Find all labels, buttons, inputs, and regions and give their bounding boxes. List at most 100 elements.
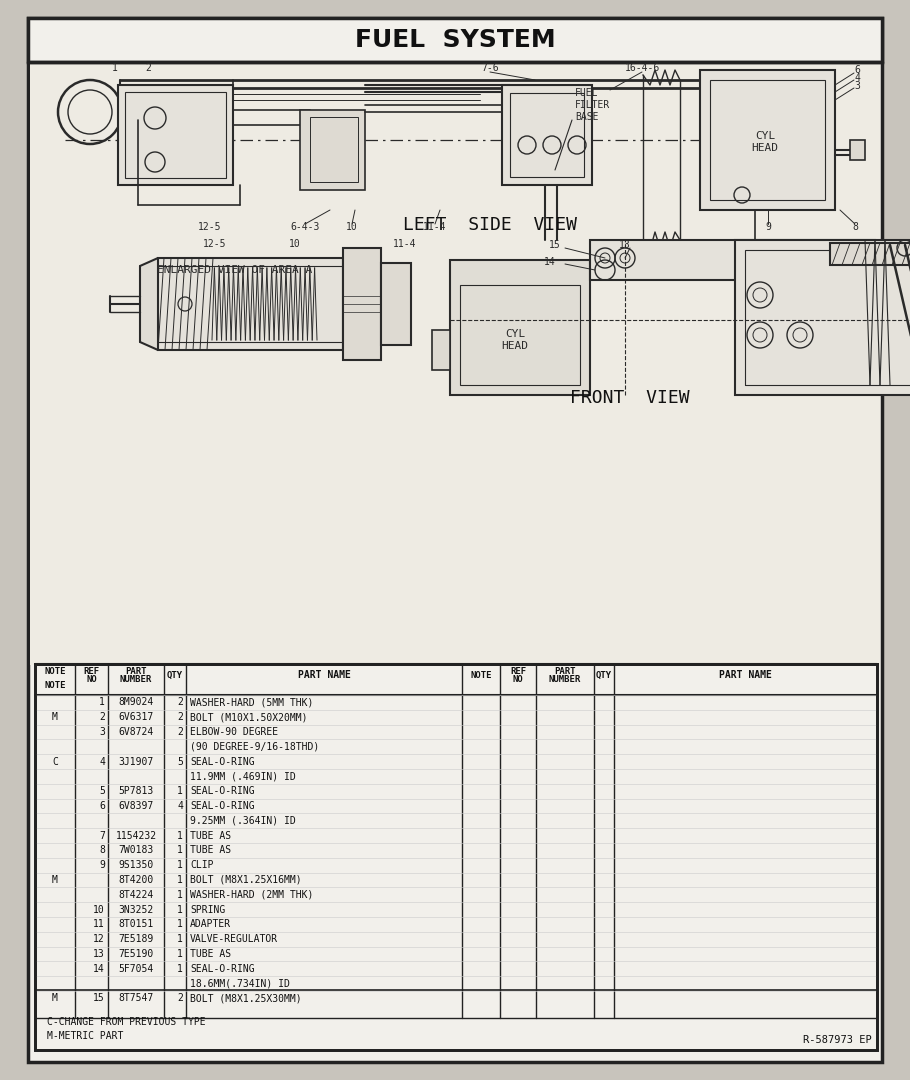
Text: 8: 8 bbox=[852, 222, 858, 232]
Text: 4: 4 bbox=[177, 801, 183, 811]
Text: 1: 1 bbox=[177, 890, 183, 900]
Bar bbox=[432, 330, 450, 370]
Text: 1: 1 bbox=[112, 63, 118, 73]
Text: 14: 14 bbox=[544, 257, 556, 267]
Text: 6V8397: 6V8397 bbox=[118, 801, 154, 811]
Text: 2: 2 bbox=[99, 712, 105, 723]
Text: 6V8724: 6V8724 bbox=[118, 727, 154, 737]
Text: 11-4: 11-4 bbox=[423, 222, 447, 232]
Bar bbox=[502, 85, 592, 185]
Polygon shape bbox=[140, 258, 158, 350]
Text: M: M bbox=[52, 875, 58, 885]
Text: NUMBER: NUMBER bbox=[549, 675, 581, 684]
Text: 8T7547: 8T7547 bbox=[118, 994, 154, 1003]
Text: BOLT (M10X1.50X20MM): BOLT (M10X1.50X20MM) bbox=[190, 712, 308, 723]
Text: 3N3252: 3N3252 bbox=[118, 905, 154, 915]
Text: 6: 6 bbox=[854, 65, 860, 75]
Text: SPRING: SPRING bbox=[190, 905, 226, 915]
Text: 11: 11 bbox=[93, 919, 105, 930]
Text: 4: 4 bbox=[854, 73, 860, 83]
Text: NOTE: NOTE bbox=[45, 681, 66, 690]
Text: WASHER-HARD (5MM THK): WASHER-HARD (5MM THK) bbox=[190, 698, 313, 707]
Text: TUBE AS: TUBE AS bbox=[190, 846, 231, 855]
Text: REF: REF bbox=[510, 667, 526, 676]
Text: SEAL-O-RING: SEAL-O-RING bbox=[190, 786, 255, 796]
Text: 5: 5 bbox=[177, 757, 183, 767]
Text: NOTE: NOTE bbox=[45, 667, 66, 676]
Text: 11-4: 11-4 bbox=[393, 239, 417, 249]
Text: 1: 1 bbox=[177, 949, 183, 959]
Bar bbox=[450, 260, 590, 395]
Text: 1: 1 bbox=[177, 934, 183, 944]
Text: SEAL-O-RING: SEAL-O-RING bbox=[190, 757, 255, 767]
Text: (90 DEGREE-9/16-18THD): (90 DEGREE-9/16-18THD) bbox=[190, 742, 319, 752]
Text: 12: 12 bbox=[93, 934, 105, 944]
Text: 7: 7 bbox=[99, 831, 105, 840]
Bar bbox=[300, 110, 365, 190]
Bar bbox=[700, 70, 835, 210]
Text: PART: PART bbox=[554, 667, 576, 676]
Text: 1: 1 bbox=[177, 963, 183, 974]
Bar bbox=[30, 63, 880, 665]
Text: 5: 5 bbox=[99, 786, 105, 796]
Text: PART: PART bbox=[126, 667, 147, 676]
Text: 1: 1 bbox=[177, 905, 183, 915]
Text: CYL
HEAD: CYL HEAD bbox=[501, 329, 529, 351]
Text: FUEL
FILTER
BASE: FUEL FILTER BASE bbox=[575, 89, 611, 122]
Text: ADAPTER: ADAPTER bbox=[190, 919, 231, 930]
Text: 6V6317: 6V6317 bbox=[118, 712, 154, 723]
Bar bbox=[590, 240, 875, 280]
Text: WASHER-HARD (2MM THK): WASHER-HARD (2MM THK) bbox=[190, 890, 313, 900]
Text: FRONT  VIEW: FRONT VIEW bbox=[571, 389, 690, 407]
Text: 10: 10 bbox=[346, 222, 358, 232]
Text: PART NAME: PART NAME bbox=[298, 670, 350, 680]
Text: 18.6MM(.734IN) ID: 18.6MM(.734IN) ID bbox=[190, 978, 290, 988]
Bar bbox=[460, 285, 580, 384]
Bar bbox=[35, 664, 877, 1050]
Text: VALVE-REGULATOR: VALVE-REGULATOR bbox=[190, 934, 278, 944]
Text: BOLT (M8X1.25X30MM): BOLT (M8X1.25X30MM) bbox=[190, 994, 301, 1003]
Bar bbox=[830, 243, 910, 265]
Text: REF: REF bbox=[84, 667, 99, 676]
Text: 9S1350: 9S1350 bbox=[118, 860, 154, 870]
Bar bbox=[745, 249, 910, 384]
Text: NO: NO bbox=[512, 675, 523, 684]
Text: 1: 1 bbox=[177, 831, 183, 840]
Text: 3: 3 bbox=[99, 727, 105, 737]
Text: 8: 8 bbox=[99, 846, 105, 855]
Text: QTY: QTY bbox=[596, 671, 612, 679]
Text: TUBE AS: TUBE AS bbox=[190, 831, 231, 840]
Text: NUMBER: NUMBER bbox=[120, 675, 152, 684]
Text: ENLARGED VIEW OF AREA A: ENLARGED VIEW OF AREA A bbox=[157, 265, 313, 275]
Text: 1: 1 bbox=[177, 875, 183, 885]
Text: 8T4200: 8T4200 bbox=[118, 875, 154, 885]
Text: 1: 1 bbox=[177, 846, 183, 855]
Text: 2: 2 bbox=[177, 712, 183, 723]
Text: 8T0151: 8T0151 bbox=[118, 919, 154, 930]
Text: LEFT  SIDE  VIEW: LEFT SIDE VIEW bbox=[403, 216, 577, 234]
Text: 7E5189: 7E5189 bbox=[118, 934, 154, 944]
Bar bbox=[850, 140, 865, 160]
Bar bbox=[125, 92, 226, 178]
Text: 9: 9 bbox=[99, 860, 105, 870]
Text: PART NAME: PART NAME bbox=[719, 670, 772, 680]
Text: 7W0183: 7W0183 bbox=[118, 846, 154, 855]
Text: 9: 9 bbox=[765, 222, 771, 232]
Text: 1: 1 bbox=[177, 860, 183, 870]
Text: M: M bbox=[52, 712, 58, 723]
Text: 11.9MM (.469IN) ID: 11.9MM (.469IN) ID bbox=[190, 771, 296, 782]
Text: 1: 1 bbox=[99, 698, 105, 707]
Bar bbox=[735, 240, 910, 395]
Text: 6: 6 bbox=[99, 801, 105, 811]
Text: 2: 2 bbox=[177, 994, 183, 1003]
Text: FUEL  SYSTEM: FUEL SYSTEM bbox=[355, 28, 555, 52]
Text: 15: 15 bbox=[549, 240, 561, 249]
Text: 12-5: 12-5 bbox=[203, 239, 227, 249]
Text: C: C bbox=[52, 757, 58, 767]
Text: 2: 2 bbox=[145, 63, 151, 73]
Text: C-CHANGE FROM PREVIOUS TYPE: C-CHANGE FROM PREVIOUS TYPE bbox=[47, 1017, 206, 1027]
Bar bbox=[381, 264, 411, 345]
Text: CYL
HEAD: CYL HEAD bbox=[752, 131, 778, 152]
Text: BOLT (M8X1.25X16MM): BOLT (M8X1.25X16MM) bbox=[190, 875, 301, 885]
Text: 1154232: 1154232 bbox=[116, 831, 157, 840]
